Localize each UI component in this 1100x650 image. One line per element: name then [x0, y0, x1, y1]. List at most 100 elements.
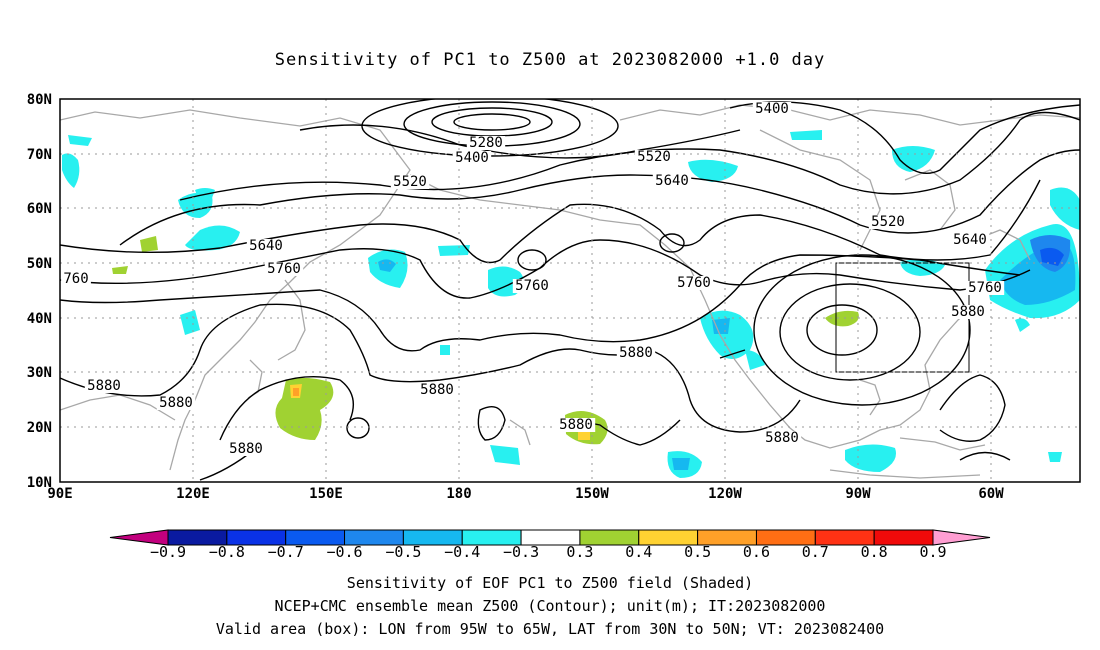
caption-line-1: Sensitivity of EOF PC1 to Z500 field (Sh…	[346, 574, 754, 592]
coastline	[904, 169, 956, 231]
coastline	[247, 359, 263, 399]
contour-label: 5640	[249, 238, 283, 254]
coastline	[829, 469, 981, 479]
contour-label-bg	[556, 418, 596, 432]
shade-blob	[1040, 247, 1064, 266]
contour-line	[60, 179, 1041, 264]
lon-tick-label: 150W	[575, 486, 609, 502]
contour-line	[517, 249, 547, 271]
lon-tick-label: 120E	[176, 486, 210, 502]
contour-label: 5880	[229, 441, 263, 457]
contour-label-bg	[61, 272, 91, 286]
contour-line	[719, 349, 746, 359]
colorbar-high-triangle	[932, 529, 991, 546]
shade-blob	[180, 310, 200, 335]
colorbar-label: 0.7	[802, 543, 829, 561]
contour-line	[753, 254, 971, 406]
contour-label: 5880	[765, 430, 799, 446]
contour-label-bg	[634, 150, 674, 164]
contour-label-bg	[466, 136, 506, 150]
contour-line	[431, 107, 553, 137]
caption-line-2: NCEP+CMC ensemble mean Z500 (Contour); u…	[274, 597, 826, 615]
contour-line	[60, 254, 1021, 352]
contour-line	[959, 451, 1011, 461]
contour-label-bg	[246, 239, 286, 253]
contour-label: 5880	[619, 345, 653, 361]
shade-blob	[275, 377, 334, 440]
contour-label: 5880	[159, 395, 193, 411]
colorbar-label: 0.9	[919, 543, 946, 561]
shade-blob	[845, 444, 896, 472]
contour-label-bg	[616, 346, 656, 360]
contour-line	[299, 124, 741, 159]
coastline	[409, 174, 976, 449]
shade-blob	[790, 130, 822, 140]
contour-line	[179, 111, 1080, 201]
shade-blob	[185, 225, 240, 251]
contour-label: 5280	[469, 135, 503, 151]
colorbar-label: −0.4	[444, 543, 480, 561]
contour-label: 5520	[871, 214, 905, 230]
shade-blob	[578, 430, 590, 440]
contour-label: 5400	[455, 150, 489, 166]
lat-axis: 80N 70N 60N 50N 40N 30N 20N 10N	[27, 92, 52, 491]
lat-tick-label: 20N	[27, 420, 52, 436]
coastline	[277, 279, 306, 361]
contour-label: 760	[63, 271, 88, 287]
contour-line	[119, 149, 1080, 246]
colorbar-labels: −0.9 −0.8 −0.7 −0.6 −0.5 −0.4 −0.3 0.3 0.4 0.5 0.6…	[150, 543, 947, 561]
colorbar-label: 0.8	[861, 543, 888, 561]
shade-blob	[745, 350, 765, 370]
shade-blob	[440, 345, 450, 355]
lat-tick-label: 70N	[27, 147, 52, 163]
lon-tick-label: 150E	[309, 486, 343, 502]
shade-blob	[892, 146, 935, 172]
lat-tick-label: 50N	[27, 256, 52, 272]
lon-tick-label: 90W	[845, 486, 871, 502]
contour-label-bg	[264, 262, 304, 276]
lon-tick-label: 90E	[47, 486, 72, 502]
shade-blob	[1015, 318, 1030, 332]
colorbar-label: 0.6	[743, 543, 770, 561]
contour-label: 5640	[655, 173, 689, 189]
contour-label: 5520	[637, 149, 671, 165]
lat-tick-label: 10N	[27, 475, 52, 491]
contour-label: 5520	[393, 174, 427, 190]
contour-line	[60, 239, 1031, 299]
shade-blob	[68, 135, 92, 146]
contour-line	[346, 417, 370, 439]
lat-tick-label: 30N	[27, 365, 52, 381]
lon-axis: 90E 120E 150E 180 150W 120W 90W 60W	[47, 486, 1004, 502]
colorbar	[109, 529, 991, 546]
coastline	[759, 129, 881, 251]
lon-tick-label: 60W	[978, 486, 1004, 502]
contour-line	[477, 406, 506, 441]
contour-label-bg	[948, 305, 988, 319]
contour-line	[453, 113, 531, 131]
contour-label-bg	[868, 215, 908, 229]
lat-tick-label: 80N	[27, 92, 52, 108]
contour-label-bg	[84, 379, 124, 393]
colorbar-label: 0.3	[566, 543, 593, 561]
shade-blob	[62, 153, 80, 188]
contour-line	[779, 283, 921, 381]
contour-label: 5760	[515, 278, 549, 294]
contour-label-bg	[417, 383, 457, 397]
plot-title: Sensitivity of PC1 to Z500 at 2023082000…	[274, 50, 826, 70]
lat-tick-label: 40N	[27, 311, 52, 327]
shade-blob	[1048, 452, 1062, 462]
contour-label-bg	[452, 151, 492, 165]
colorbar-label: −0.5	[385, 543, 421, 561]
contour-label: 5760	[677, 275, 711, 291]
shade-blob	[112, 266, 128, 274]
shade-blob	[825, 310, 859, 327]
caption-line-3: Valid area (box): LON from 95W to 65W, L…	[215, 620, 885, 638]
colorbar-label: −0.9	[150, 543, 186, 561]
colorbar-label: −0.3	[503, 543, 539, 561]
lon-tick-label: 120W	[708, 486, 742, 502]
lon-tick-label: 180	[446, 486, 471, 502]
shade-blob	[712, 318, 730, 334]
shade-blob	[1050, 187, 1080, 230]
coastline	[60, 109, 411, 471]
